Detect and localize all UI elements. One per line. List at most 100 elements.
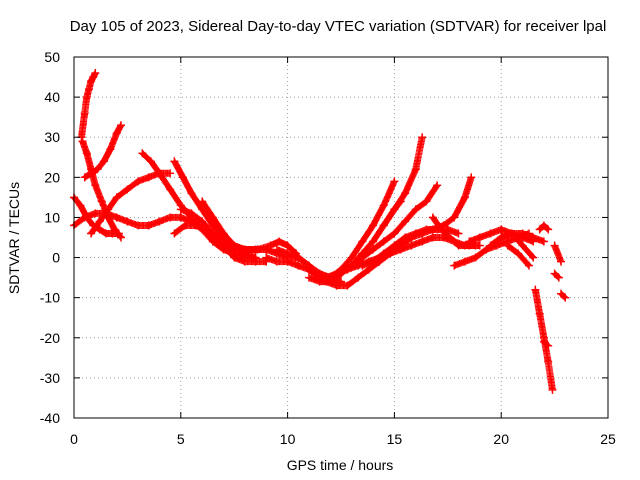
- data-point: [114, 229, 123, 238]
- data-point: [294, 253, 303, 262]
- data-point: [123, 217, 132, 226]
- data-point: [418, 133, 427, 142]
- series-arc-3: [80, 121, 125, 182]
- data-point: [272, 257, 281, 266]
- series-arc-30: [550, 241, 566, 266]
- data-series: [70, 69, 570, 394]
- data-point: [535, 225, 544, 234]
- series-arc-29: [539, 337, 553, 350]
- data-point: [548, 385, 557, 394]
- data-point: [87, 77, 96, 86]
- data-point: [554, 273, 563, 282]
- data-point: [272, 245, 281, 254]
- data-point: [87, 169, 96, 178]
- data-point: [82, 93, 91, 102]
- y-tick-label: -30: [40, 370, 60, 386]
- data-point: [401, 233, 410, 242]
- data-point: [514, 249, 523, 258]
- y-tick-label: -10: [40, 290, 60, 306]
- data-point: [369, 237, 378, 246]
- data-point: [106, 145, 115, 154]
- data-point: [390, 205, 399, 214]
- data-point: [497, 225, 506, 234]
- data-point: [369, 257, 378, 266]
- data-point: [251, 253, 260, 262]
- data-point: [102, 209, 111, 218]
- data-point: [390, 177, 399, 186]
- series-arc-31: [550, 269, 563, 282]
- chart-title: Day 105 of 2023, Sidereal Day-to-day VTE…: [70, 18, 607, 35]
- data-point: [433, 181, 442, 190]
- data-point: [379, 237, 388, 246]
- data-point: [369, 221, 378, 230]
- y-tick-label: 0: [52, 250, 60, 266]
- y-tick-label: 30: [44, 129, 60, 145]
- data-point: [529, 233, 538, 242]
- data-point: [76, 201, 85, 210]
- data-point: [95, 225, 104, 234]
- data-point: [539, 221, 548, 230]
- data-point: [97, 197, 106, 206]
- data-point: [208, 213, 217, 222]
- data-point: [465, 237, 474, 246]
- data-point: [116, 121, 125, 130]
- data-point: [311, 273, 320, 282]
- data-point: [544, 357, 553, 366]
- data-point: [503, 241, 512, 250]
- data-point: [428, 233, 437, 242]
- data-point: [283, 257, 292, 266]
- data-point: [422, 197, 431, 206]
- x-tick-label: 5: [177, 431, 185, 447]
- data-point: [390, 229, 399, 238]
- data-point: [486, 229, 495, 238]
- data-point: [422, 225, 431, 234]
- data-point: [99, 157, 108, 166]
- data-point: [401, 189, 410, 198]
- data-point: [78, 137, 87, 146]
- data-point: [93, 165, 102, 174]
- x-axis-title: GPS time / hours: [287, 457, 394, 473]
- data-point: [390, 241, 399, 250]
- data-point: [208, 237, 217, 246]
- data-point: [539, 337, 548, 346]
- data-point: [343, 265, 352, 274]
- series-arc-20: [379, 197, 405, 230]
- data-point: [87, 229, 96, 238]
- series-marks: [78, 69, 99, 141]
- data-point: [454, 241, 463, 250]
- data-point: [482, 245, 491, 254]
- data-point: [332, 269, 341, 278]
- data-point: [283, 249, 292, 258]
- y-tick-label: 40: [44, 89, 60, 105]
- series-arc-28: [531, 285, 557, 394]
- data-point: [116, 233, 125, 242]
- data-point: [91, 69, 100, 78]
- data-point: [230, 253, 239, 262]
- data-point: [123, 185, 132, 194]
- series-arc-16: [315, 181, 442, 282]
- data-point: [187, 189, 196, 198]
- series-arc-1: [77, 69, 100, 142]
- data-point: [304, 265, 313, 274]
- axis-ticks: 0 5 10 15 20 25 -40 -30 -20 -10 0 10 20 30 40 50: [40, 49, 616, 447]
- data-point: [134, 221, 143, 230]
- data-point: [170, 229, 179, 238]
- data-point: [437, 225, 446, 234]
- series-arc-11: [198, 197, 260, 262]
- data-point: [166, 185, 175, 194]
- data-point: [450, 213, 459, 222]
- data-point: [411, 205, 420, 214]
- data-point: [144, 173, 153, 182]
- data-point: [240, 257, 249, 266]
- data-point: [460, 193, 469, 202]
- data-point: [146, 157, 155, 166]
- data-point: [364, 265, 373, 274]
- data-point: [411, 165, 420, 174]
- data-point: [347, 253, 356, 262]
- series-arc-10: [176, 205, 271, 266]
- x-tick-label: 15: [387, 431, 403, 447]
- data-point: [550, 269, 559, 278]
- data-point: [445, 233, 454, 242]
- data-point: [82, 149, 91, 158]
- data-point: [253, 245, 262, 254]
